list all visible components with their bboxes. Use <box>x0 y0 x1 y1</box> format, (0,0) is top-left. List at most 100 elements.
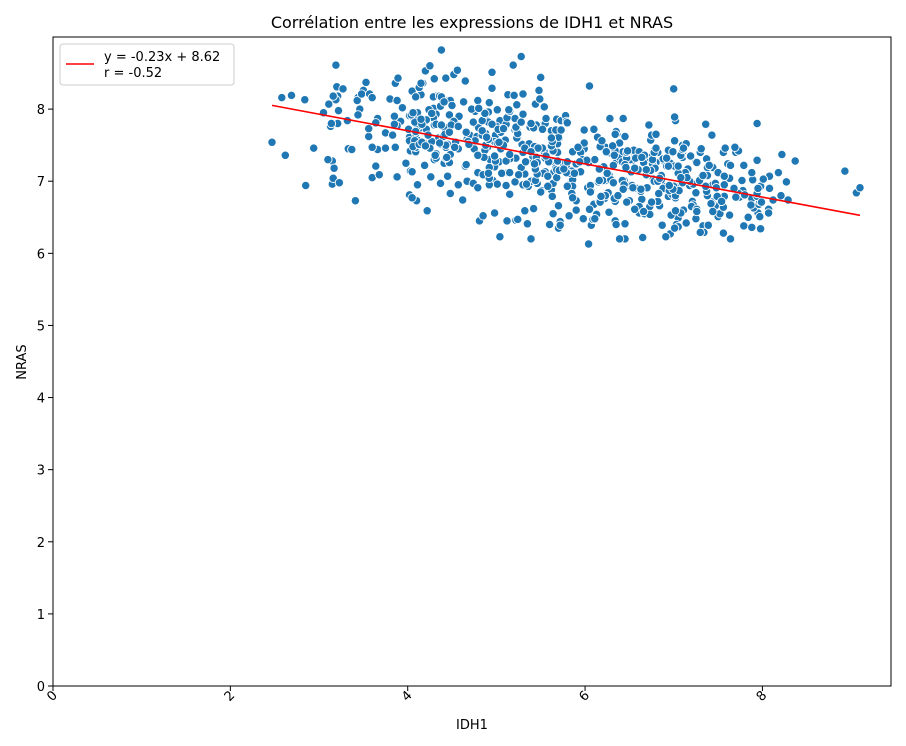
legend-box <box>59 43 235 86</box>
data-point <box>719 171 729 181</box>
data-point <box>301 180 311 191</box>
data-point <box>460 76 470 86</box>
data-point <box>453 121 463 132</box>
data-point <box>529 159 540 169</box>
data-point <box>387 130 398 140</box>
y-tick-label: 6 <box>37 247 45 262</box>
data-point <box>543 171 553 181</box>
data-point <box>630 163 640 173</box>
data-point <box>622 197 632 207</box>
data-point <box>590 214 600 224</box>
data-point <box>429 74 439 84</box>
data-point <box>544 219 555 230</box>
data-point <box>458 97 469 107</box>
data-point <box>669 136 680 146</box>
data-point <box>520 157 531 167</box>
y-axis-label: NRAS <box>15 344 30 379</box>
x-tick-label: 0 <box>44 688 60 704</box>
data-point <box>644 120 654 130</box>
data-point <box>435 178 446 189</box>
data-point <box>638 232 648 243</box>
data-point <box>461 127 471 137</box>
data-point <box>601 147 611 157</box>
data-point <box>436 45 447 55</box>
data-point <box>681 218 691 228</box>
x-tick-label: 4 <box>399 688 415 704</box>
data-point <box>505 189 515 199</box>
data-point <box>326 118 337 129</box>
data-point <box>620 131 630 142</box>
legend-entry-equation: y = -0.23x + 8.62 <box>104 50 220 65</box>
data-point <box>602 168 612 178</box>
data-point <box>597 136 607 146</box>
data-point <box>445 188 455 199</box>
data-point <box>473 150 483 160</box>
data-point <box>528 203 539 214</box>
data-point <box>654 188 664 199</box>
data-point <box>420 141 431 151</box>
data-point <box>352 95 362 106</box>
data-point <box>613 190 623 201</box>
data-point <box>495 232 505 242</box>
data-point <box>484 97 494 108</box>
data-point <box>331 60 341 70</box>
data-point <box>444 110 455 120</box>
data-point <box>494 137 504 147</box>
data-point <box>718 228 729 238</box>
data-point <box>701 119 711 129</box>
data-point <box>392 172 402 182</box>
data-point <box>328 173 338 183</box>
data-point <box>416 78 426 88</box>
data-point <box>716 196 727 207</box>
data-point <box>374 170 384 180</box>
data-point <box>777 149 787 160</box>
data-point <box>641 165 651 175</box>
data-point <box>764 183 775 194</box>
data-point <box>328 91 338 101</box>
data-point <box>526 234 536 244</box>
data-point <box>590 154 600 165</box>
data-point <box>708 206 718 217</box>
data-point <box>489 208 500 218</box>
data-point <box>622 146 633 156</box>
data-point <box>651 129 661 139</box>
data-point <box>537 124 548 134</box>
data-point <box>539 102 549 112</box>
data-point <box>571 205 581 215</box>
data-point <box>441 73 451 83</box>
data-point <box>334 178 345 188</box>
data-point <box>367 92 377 103</box>
data-point <box>638 206 649 217</box>
data-point <box>522 219 533 229</box>
data-point <box>407 167 417 177</box>
y-tick-label: 4 <box>37 392 45 407</box>
data-point <box>513 214 523 225</box>
data-point <box>840 166 850 176</box>
data-point <box>453 180 463 190</box>
data-point <box>416 114 426 124</box>
data-point <box>562 118 572 128</box>
data-point <box>746 200 756 210</box>
data-point <box>546 133 557 143</box>
y-tick-label: 1 <box>37 608 45 623</box>
data-point <box>536 72 546 83</box>
data-point <box>442 152 452 163</box>
data-point <box>277 92 287 103</box>
data-point <box>589 124 599 134</box>
data-point <box>535 94 545 104</box>
data-point <box>407 193 417 203</box>
data-point <box>604 207 614 217</box>
data-point <box>743 212 753 222</box>
data-point <box>468 117 478 127</box>
data-point <box>477 126 487 136</box>
data-point <box>578 214 588 224</box>
data-point <box>426 172 436 182</box>
legend: y = -0.23x + 8.62 r = -0.52 <box>59 43 235 86</box>
data-point <box>534 85 544 96</box>
data-point <box>605 113 615 124</box>
data-point <box>461 159 471 170</box>
y-tick-label: 8 <box>37 103 45 118</box>
data-point <box>513 170 524 180</box>
data-point <box>356 89 367 99</box>
data-point <box>389 111 400 121</box>
